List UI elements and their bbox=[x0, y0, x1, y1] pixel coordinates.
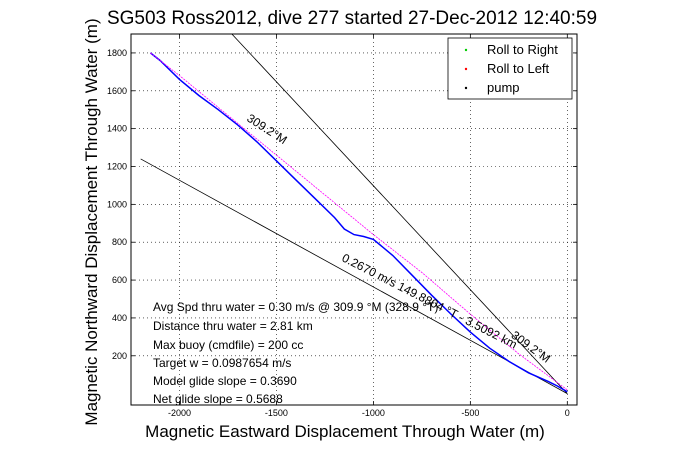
x-axis-label: Magnetic Eastward Displacement Through W… bbox=[145, 422, 545, 441]
y-tick-label: 600 bbox=[112, 275, 127, 285]
x-tick-label: -1500 bbox=[265, 408, 288, 418]
chart-title: SG503 Ross2012, dive 277 started 27-Dec-… bbox=[107, 8, 597, 29]
stat-distance: Distance thru water = 2.81 km bbox=[153, 319, 313, 333]
y-tick-label: 1800 bbox=[107, 48, 127, 58]
reference-line bbox=[140, 158, 568, 394]
x-tick-label: -1000 bbox=[362, 408, 385, 418]
series-lines bbox=[149, 52, 568, 393]
legend-marker-roll-right bbox=[464, 48, 468, 52]
legend-marker-pump bbox=[464, 86, 468, 90]
stat-target-w: Target w = 0.0987654 m/s bbox=[153, 356, 291, 370]
plot-frame bbox=[130, 33, 578, 406]
y-tick-label: 800 bbox=[112, 237, 127, 247]
track-series bbox=[149, 52, 568, 393]
y-tick-label: 1200 bbox=[107, 162, 127, 172]
x-tick-label: 0 bbox=[565, 408, 570, 418]
y-axis-label: Magnetic Northward Displacement Through … bbox=[82, 18, 101, 425]
y-tick-label: 200 bbox=[112, 351, 127, 361]
x-tick-label: -500 bbox=[461, 408, 479, 418]
legend: Roll to Right Roll to Left pump bbox=[447, 37, 573, 100]
roll-left-series bbox=[150, 52, 568, 391]
reference-line bbox=[231, 34, 568, 394]
stat-net-glide: Net glide slope = 0.5688 bbox=[153, 392, 283, 406]
stat-model-glide: Model glide slope = 0.3690 bbox=[153, 374, 297, 388]
legend-marker-roll-left bbox=[464, 67, 468, 71]
legend-label-pump: pump bbox=[487, 80, 520, 95]
legend-label-roll-right: Roll to Right bbox=[487, 42, 558, 57]
stat-avg-speed: Avg Spd thru water = 0.30 m/s @ 309.9 °M… bbox=[153, 300, 438, 314]
stats-block: Avg Spd thru water = 0.30 m/s @ 309.9 °M… bbox=[153, 300, 438, 406]
axis-ticks: -2000 -1500 -1000 -500 0 200 400 600 800 1000 1200… bbox=[107, 34, 577, 418]
stat-max-buoy: Max buoy (cmdfile) = 200 cc bbox=[153, 338, 303, 352]
reference-lines bbox=[140, 34, 568, 394]
legend-box bbox=[447, 37, 573, 100]
y-tick-label: 1000 bbox=[107, 199, 127, 209]
y-tick-label: 400 bbox=[112, 313, 127, 323]
y-tick-label: 1400 bbox=[107, 124, 127, 134]
legend-label-roll-left: Roll to Left bbox=[487, 61, 550, 76]
y-tick-label: 1600 bbox=[107, 86, 127, 96]
x-tick-label: -2000 bbox=[168, 408, 191, 418]
